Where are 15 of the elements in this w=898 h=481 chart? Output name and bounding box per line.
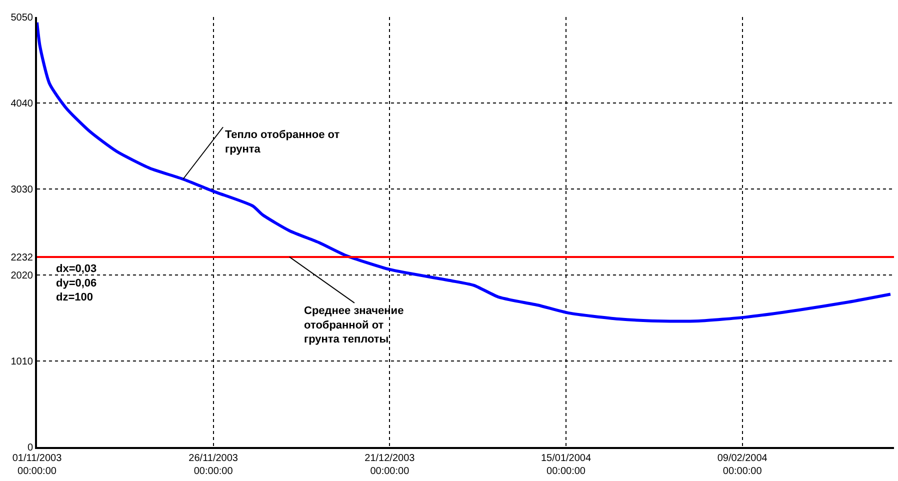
x-tick-label: 09/02/2004 00:00:00 [717,453,768,477]
annotation: dx=0,03 dy=0,06 dz=100 [56,263,97,304]
x-tick-label: 15/01/2004 00:00:00 [540,453,592,477]
y-tick-label: 3030 [10,184,34,196]
y-tick-label: 2232 [10,252,34,264]
annotation: Среднее значение отобранной от грунта теплоты [304,305,404,346]
y-tick-label: 4040 [10,98,34,110]
y-tick-label: 2020 [10,270,34,282]
x-tick-label: 21/12/2003 00:00:00 [364,453,416,477]
x-tick-label: 01/11/2003 00:00:00 [12,453,62,477]
annotation: Тепло отобранное от грунта [225,129,340,156]
x-tick-label: 26/11/2003 00:00:00 [188,453,238,477]
y-tick-label: 5050 [10,12,34,24]
y-tick-label: 0 [27,442,34,454]
y-tick-label: 1010 [10,356,34,368]
